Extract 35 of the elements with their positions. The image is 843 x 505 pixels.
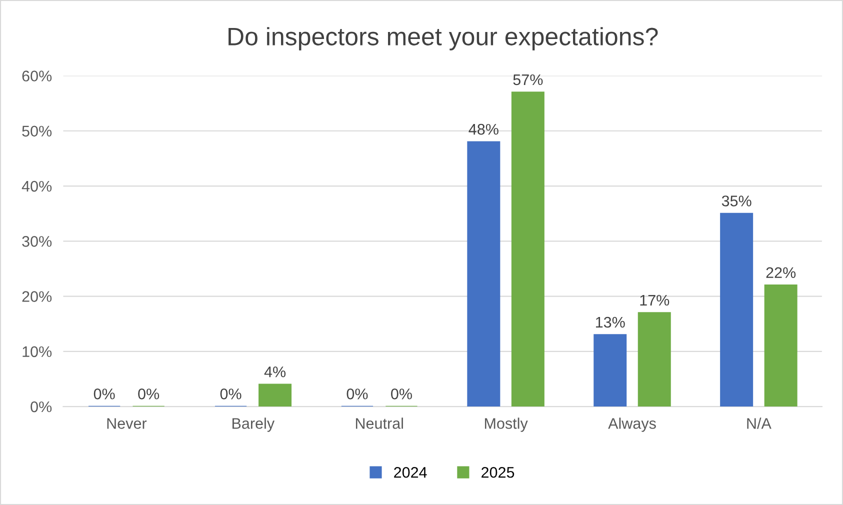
y-tick-label: 50% (22, 126, 52, 137)
x-tick-label: Barely (232, 418, 275, 432)
data-label: 4% (264, 366, 286, 378)
bar (594, 334, 627, 407)
data-label: 0% (94, 388, 115, 400)
bar (764, 284, 798, 407)
x-tick-label: Always (608, 418, 656, 432)
legend-label: 2025 (482, 466, 514, 478)
data-label: 0% (391, 388, 412, 400)
data-label: 35% (722, 196, 752, 206)
y-tick-label: 10% (22, 346, 52, 358)
data-label: 0% (138, 388, 160, 400)
bar (258, 384, 292, 407)
bar (638, 312, 671, 407)
data-label: 48% (468, 124, 498, 135)
data-label: 22% (766, 267, 796, 278)
data-label: 57% (513, 74, 543, 86)
x-tick-label: N/A (747, 418, 772, 429)
data-label: 13% (596, 316, 625, 328)
x-tick-label: Never (107, 418, 147, 429)
data-label: 17% (640, 294, 670, 306)
bar (511, 92, 544, 407)
y-tick-label: 30% (22, 236, 52, 247)
x-tick-label: Neutral (356, 418, 403, 429)
y-tick-label: 60% (22, 70, 52, 82)
legend-label: 2024 (394, 466, 427, 478)
y-tick-label: 20% (22, 291, 52, 302)
bar (720, 212, 754, 407)
data-label: 0% (346, 388, 368, 400)
bar (467, 141, 500, 407)
data-label: 0% (220, 388, 242, 400)
y-tick-label: 0% (30, 401, 52, 412)
chart-title: Do inspectors meet your expectations? (228, 27, 658, 50)
x-tick-label: Mostly (484, 418, 528, 432)
y-tick-label: 40% (22, 180, 52, 192)
